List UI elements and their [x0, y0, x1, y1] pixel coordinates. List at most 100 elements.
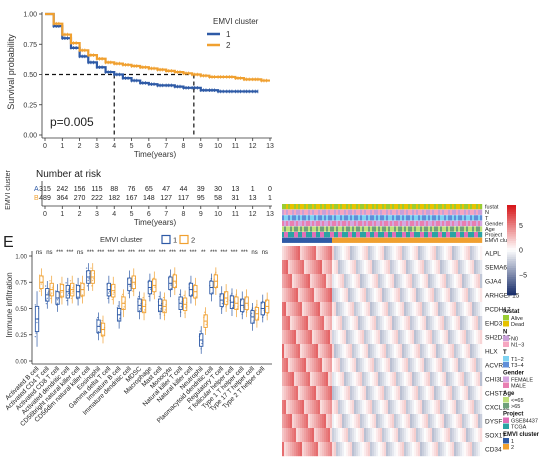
box-ytick-label: 0.25 [15, 333, 27, 339]
box-point [163, 314, 166, 316]
box-point [174, 287, 176, 289]
heatmap-cell [320, 442, 323, 457]
heatmap-cell [332, 302, 335, 317]
risk-cell: 95 [197, 195, 205, 202]
heatmap-cell [358, 260, 361, 275]
annotation-cell [378, 232, 381, 238]
heatmap-cell [418, 372, 421, 387]
risk-cell: 1 [251, 186, 255, 193]
annotation-cell [362, 232, 365, 238]
box-point [226, 300, 228, 303]
heatmap-cell [310, 358, 313, 373]
heatmap-cell [312, 386, 315, 401]
annotation-cell [410, 220, 413, 227]
heatmap-cell [316, 316, 319, 331]
box-point [112, 293, 114, 295]
heatmap-cell [458, 372, 461, 387]
heatmap-cell [422, 414, 425, 429]
heatmap-cell [374, 372, 377, 387]
heatmap-cell [436, 400, 439, 415]
heatmap-cell [322, 386, 325, 401]
heatmap-cell [372, 442, 375, 457]
annotation-cell [390, 215, 393, 221]
risk-xtick-label: 8 [182, 211, 186, 218]
heatmap-cell [406, 344, 409, 359]
heatmap-cell [324, 372, 327, 387]
heatmap-cell [422, 358, 425, 373]
colorbar-step [507, 225, 516, 228]
heatmap-cell [330, 400, 333, 415]
box-point [172, 275, 174, 277]
annotation-cell [304, 226, 307, 232]
risk-cell: 88 [110, 186, 118, 193]
heatmap-cell [306, 274, 309, 289]
annotation-cell [462, 226, 465, 232]
box-point [261, 302, 263, 304]
heatmap-cell [448, 288, 451, 303]
box-point [205, 323, 208, 326]
heatmap-cell [412, 442, 415, 457]
box-point [137, 297, 139, 299]
box-point [251, 307, 254, 309]
annotation-cell [450, 237, 453, 243]
heatmap-cell [452, 428, 455, 443]
annotation-cell [284, 226, 287, 232]
p-value: p=0.005 [50, 115, 94, 129]
heatmap-cell [406, 372, 409, 387]
significance-label: *** [128, 250, 136, 256]
annotation-cell [468, 226, 471, 232]
heatmap-cell [292, 260, 295, 275]
heatmap-cell [362, 372, 365, 387]
annotation-cell [416, 232, 419, 238]
heatmap-cell [394, 316, 397, 331]
heatmap-cell [468, 246, 471, 261]
heatmap-cell [466, 372, 469, 387]
heatmap-cell [454, 428, 457, 443]
heatmap-cell [312, 428, 315, 443]
heatmap-cell [284, 330, 287, 345]
heatmap-cell [372, 330, 375, 345]
annotation-cell [322, 209, 325, 215]
heatmap-cell [334, 302, 337, 317]
heatmap-cell [364, 414, 367, 429]
heatmap-cell [284, 386, 287, 401]
heatmap-cell [358, 386, 361, 401]
heatmap-cell [294, 442, 297, 457]
box-point [102, 328, 105, 331]
box-point [266, 298, 268, 301]
heatmap-cell [424, 344, 427, 359]
annotation-cell [378, 237, 381, 243]
legend-item-label: TCGA [511, 424, 527, 430]
heatmap-cell [342, 260, 345, 275]
annotation-cell [334, 215, 337, 221]
heatmap-cell [330, 274, 333, 289]
heatmap-cell [468, 274, 471, 289]
heatmap-cell [466, 288, 469, 303]
heatmap-cell [300, 330, 303, 345]
heatmap-cell [368, 386, 371, 401]
annotation-cell [402, 209, 405, 215]
heatmap-cell [424, 316, 427, 331]
annotation-cell [430, 237, 433, 243]
annotation-cell [448, 215, 451, 221]
heatmap-cell [336, 358, 339, 373]
heatmap-cell [414, 260, 417, 275]
heatmap-cell [442, 400, 445, 415]
annotation-cell [322, 204, 325, 210]
heatmap-cell [436, 414, 439, 429]
heatmap-cell [374, 246, 377, 261]
heatmap-cell [418, 246, 421, 261]
heatmap-cell [392, 316, 395, 331]
heatmap-cell [334, 260, 337, 275]
heatmap-cell [412, 414, 415, 429]
heatmap-cell [338, 330, 341, 345]
box-point [256, 304, 258, 306]
annotation-cell [426, 220, 429, 227]
heatmap-cell [456, 442, 459, 457]
annotation-cell [438, 220, 441, 227]
heatmap-cell [296, 316, 299, 331]
heatmap-cell [408, 330, 411, 345]
heatmap-cell [430, 414, 433, 429]
heatmap-cell [348, 358, 351, 373]
annotation-cell [386, 204, 389, 210]
